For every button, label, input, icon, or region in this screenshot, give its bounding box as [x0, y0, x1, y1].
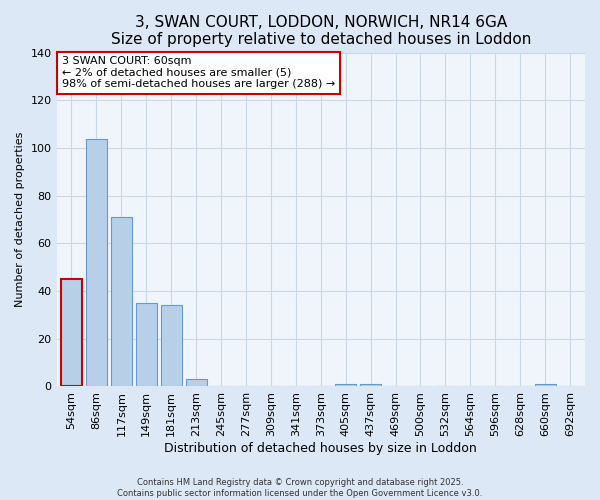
Y-axis label: Number of detached properties: Number of detached properties — [15, 132, 25, 308]
Bar — [335, 384, 356, 386]
Bar — [161, 306, 182, 386]
Bar — [535, 384, 556, 386]
Text: 3 SWAN COURT: 60sqm
← 2% of detached houses are smaller (5)
98% of semi-detached: 3 SWAN COURT: 60sqm ← 2% of detached hou… — [62, 56, 335, 90]
Text: Contains HM Land Registry data © Crown copyright and database right 2025.
Contai: Contains HM Land Registry data © Crown c… — [118, 478, 482, 498]
Bar — [86, 138, 107, 386]
Bar — [136, 303, 157, 386]
Bar — [185, 380, 207, 386]
Bar — [61, 279, 82, 386]
Bar — [111, 217, 132, 386]
Title: 3, SWAN COURT, LODDON, NORWICH, NR14 6GA
Size of property relative to detached h: 3, SWAN COURT, LODDON, NORWICH, NR14 6GA… — [110, 15, 531, 48]
Bar — [360, 384, 381, 386]
X-axis label: Distribution of detached houses by size in Loddon: Distribution of detached houses by size … — [164, 442, 477, 455]
